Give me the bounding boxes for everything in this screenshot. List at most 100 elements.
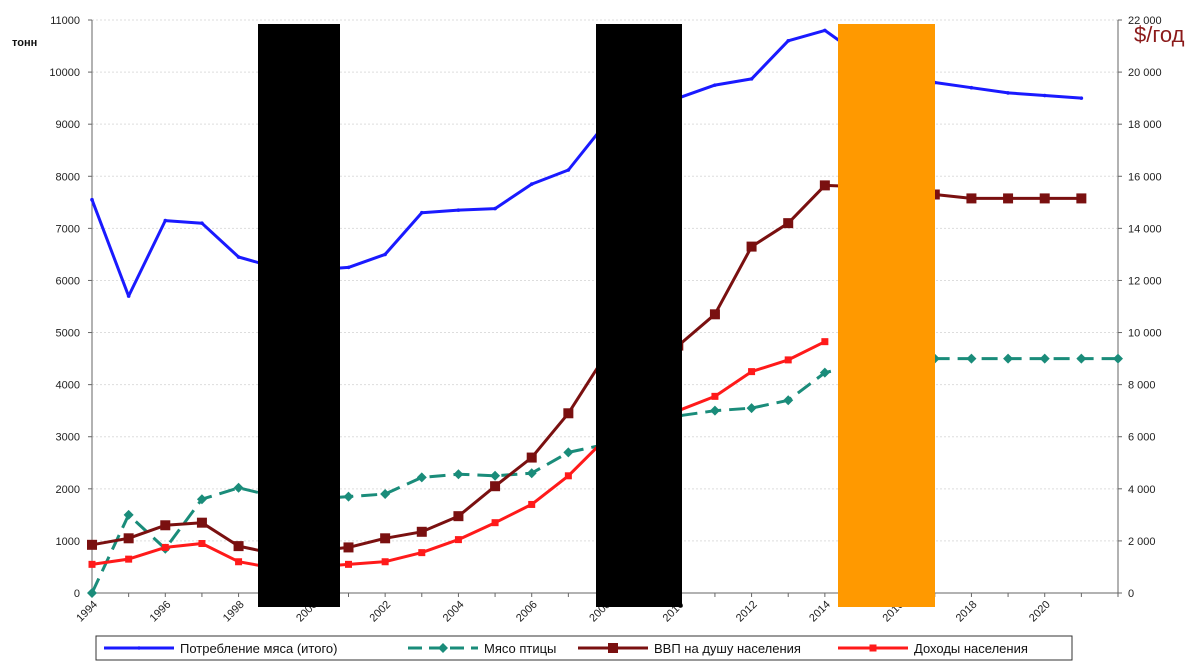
data-point: [236, 255, 241, 259]
data-point: [526, 468, 537, 479]
y-tick-left-label: 2000: [56, 484, 80, 496]
y-tick-left-label: 3000: [56, 432, 80, 444]
data-point: [783, 395, 794, 406]
data-point: [233, 541, 244, 552]
legend-label: ВВП на душу населения: [654, 641, 801, 656]
occlusion-block: [258, 24, 340, 607]
legend: Потребление мяса (итого) Мясо птицы ВВП на…: [95, 635, 1073, 661]
y-tick-left-label: 4000: [56, 380, 80, 392]
data-point: [566, 168, 571, 172]
data-point: [1006, 91, 1010, 95]
data-point: [490, 470, 501, 481]
occlusion-block: [838, 24, 935, 607]
data-point: [969, 85, 974, 90]
y-tick-left-label: 7000: [56, 223, 80, 235]
y-tick-right-label: 14 000: [1128, 223, 1162, 235]
x-tick-label: 2004: [441, 599, 467, 625]
data-point: [1076, 353, 1087, 364]
data-point: [383, 252, 387, 257]
data-point: [345, 560, 352, 568]
data-point: [1003, 353, 1014, 364]
data-point: [418, 549, 426, 557]
y-tick-right-label: 0: [1128, 588, 1134, 600]
data-point: [456, 208, 461, 212]
occlusion-layer: [258, 24, 935, 607]
data-point: [380, 533, 391, 544]
data-point: [419, 210, 424, 215]
data-point: [491, 519, 499, 527]
data-point: [528, 500, 536, 508]
y-tick-right-label: 4 000: [1128, 484, 1156, 496]
data-point: [196, 517, 207, 528]
x-tick-label: 1994: [74, 599, 100, 625]
y-tick-left-label: 5000: [56, 328, 80, 340]
y-tick-right-label: 18 000: [1128, 119, 1162, 131]
data-point: [709, 309, 720, 320]
occlusion-block: [596, 24, 682, 607]
data-point: [123, 533, 134, 544]
data-point: [453, 511, 464, 522]
data-point: [1039, 353, 1050, 364]
data-point: [563, 408, 574, 419]
data-point: [416, 526, 427, 537]
x-tick-label: 2006: [514, 599, 540, 625]
y-tick-right-label: 12 000: [1128, 275, 1162, 287]
data-point: [1079, 96, 1084, 100]
data-point: [1076, 193, 1087, 204]
data-point: [493, 206, 497, 211]
data-point: [161, 543, 169, 551]
data-point: [783, 218, 794, 229]
data-point: [784, 356, 792, 364]
data-point: [490, 481, 501, 492]
y-tick-right-label: 6 000: [1128, 432, 1156, 444]
data-point: [821, 338, 829, 346]
y-tick-left-label: 1000: [56, 536, 80, 548]
data-point: [749, 77, 754, 81]
data-point: [454, 536, 462, 544]
data-point: [198, 540, 206, 548]
x-tick-label: 2014: [807, 599, 833, 625]
data-point: [123, 509, 134, 520]
data-point: [966, 353, 977, 364]
data-point: [343, 491, 354, 502]
x-tick-label: 2018: [954, 599, 980, 625]
data-point: [526, 452, 537, 463]
data-point: [1003, 193, 1014, 204]
data-point: [711, 392, 719, 400]
data-point: [453, 469, 464, 480]
y-tick-left-label: 10000: [49, 67, 80, 79]
y-tick-right-label: 10 000: [1128, 328, 1162, 340]
data-point: [748, 368, 756, 376]
series-ВВП на душу населения: [87, 180, 1087, 559]
data-point: [746, 403, 757, 414]
data-point: [746, 241, 757, 252]
series-line: [91, 340, 826, 570]
legend-label: Потребление мяса (итого): [180, 641, 337, 656]
data-point: [200, 221, 204, 225]
data-point: [786, 39, 791, 43]
data-point: [713, 83, 717, 87]
y-tick-left-label: 8000: [56, 171, 80, 183]
data-point: [819, 180, 830, 191]
data-point: [564, 472, 572, 480]
data-point: [1039, 193, 1050, 204]
data-point: [196, 494, 207, 505]
y-tick-right-label: 20 000: [1128, 67, 1162, 79]
x-tick-label: 2002: [367, 599, 393, 625]
data-point: [343, 542, 354, 553]
data-point: [87, 588, 97, 598]
data-point: [235, 558, 243, 566]
data-point: [381, 558, 389, 566]
data-point: [137, 646, 141, 650]
data-point: [126, 294, 131, 298]
data-point: [819, 367, 830, 378]
x-tick-label: 2020: [1027, 599, 1053, 625]
y-tick-left-label: 0: [74, 588, 80, 600]
data-point: [163, 218, 168, 223]
data-point: [529, 182, 534, 186]
data-point: [233, 482, 244, 493]
x-tick-label: 2012: [734, 599, 760, 625]
y-tick-left-label: 6000: [56, 275, 80, 287]
data-point: [416, 472, 427, 483]
